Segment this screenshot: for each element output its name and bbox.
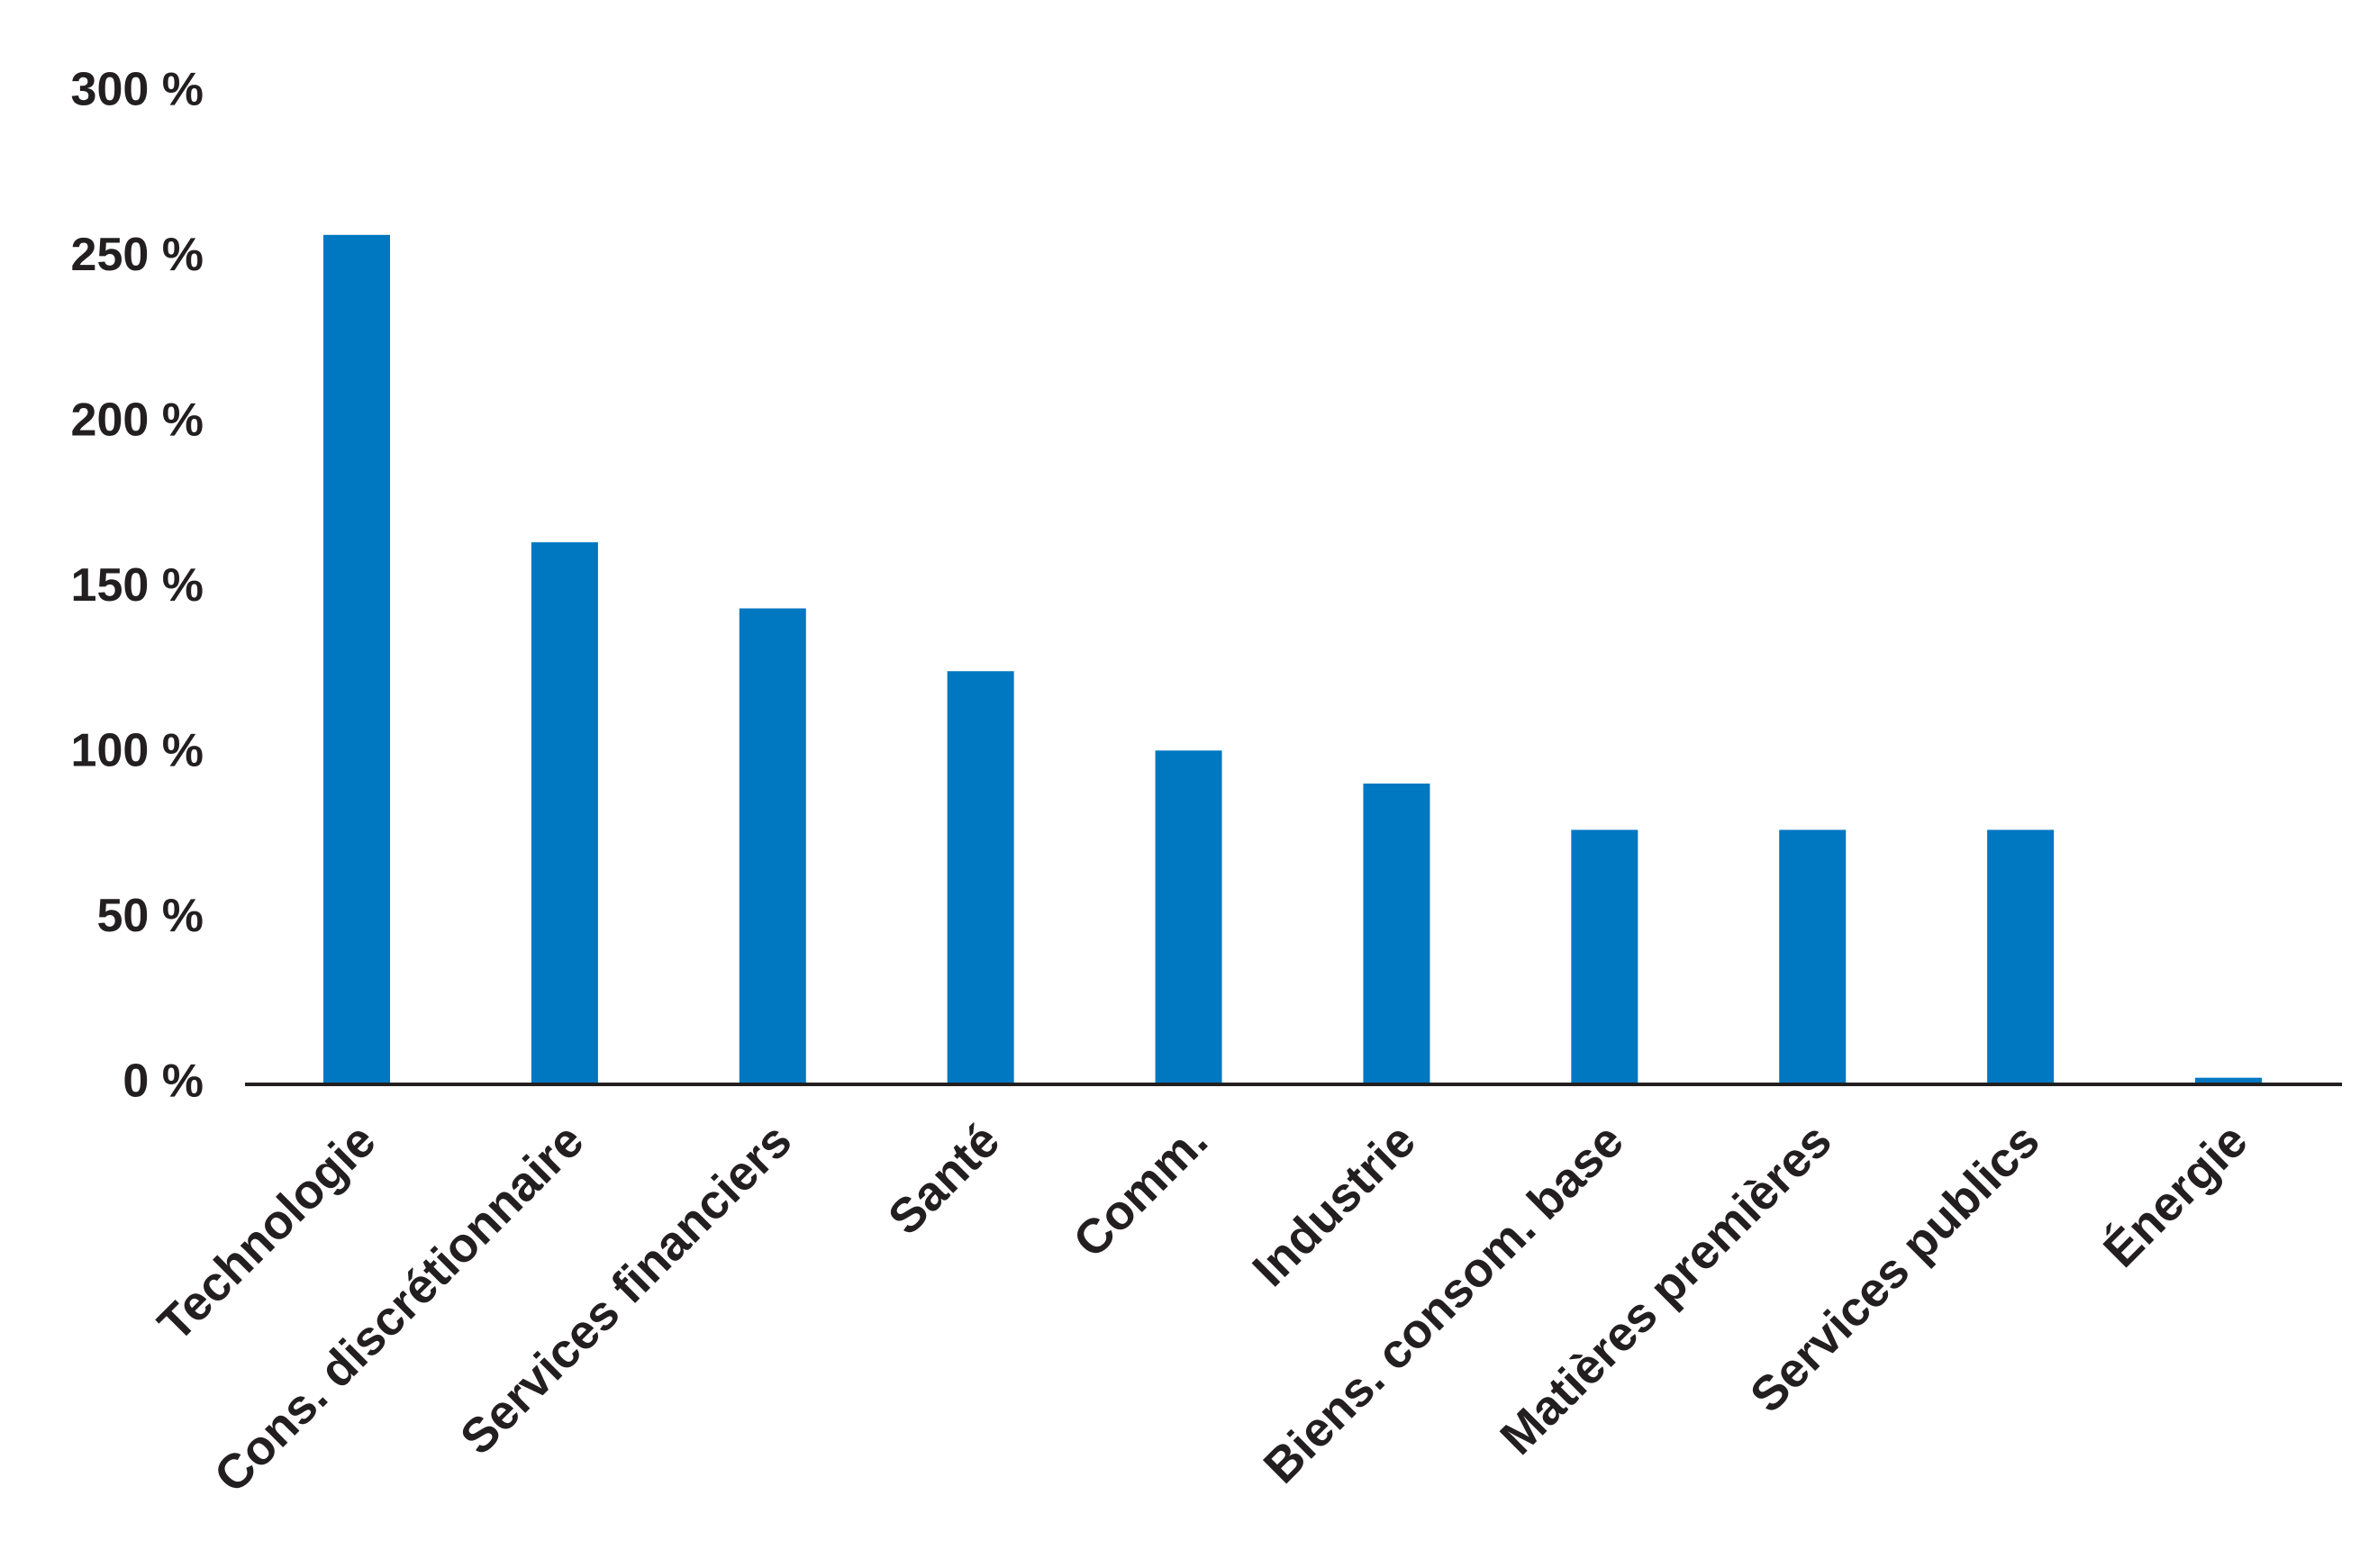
bar [1571, 829, 1638, 1084]
bar [739, 608, 806, 1084]
y-tick-label: 150 % [71, 559, 204, 612]
bars [323, 234, 2262, 1084]
y-tick-label: 0 % [123, 1056, 204, 1108]
bar [947, 671, 1014, 1084]
y-tick-label: 300 % [71, 64, 204, 116]
y-tick-label: 100 % [71, 725, 204, 777]
bar [1363, 784, 1430, 1084]
bar [2195, 1077, 2262, 1084]
bar [531, 542, 598, 1084]
bar [1779, 829, 1847, 1084]
bar [1155, 750, 1222, 1084]
x-category-label: Technologie [148, 1113, 386, 1351]
x-category-label: Énergie [2093, 1113, 2257, 1277]
y-tick-label: 50 % [96, 890, 204, 942]
x-category-label: Industrie [1242, 1113, 1426, 1297]
y-tick-label: 250 % [71, 229, 204, 281]
x-category-label: Santé [878, 1113, 1010, 1245]
y-axis-ticks: 0 % 50 % 100 % 150 % 200 % 250 % 300 % [71, 64, 204, 1108]
x-category-label: Cons. discrétionnaire [204, 1113, 595, 1503]
y-tick-label: 200 % [71, 394, 204, 447]
x-category-label: Biens. consom. base [1254, 1113, 1634, 1493]
bar [1987, 829, 2055, 1084]
x-category-label: Comm. [1063, 1113, 1218, 1268]
bar [323, 234, 390, 1084]
